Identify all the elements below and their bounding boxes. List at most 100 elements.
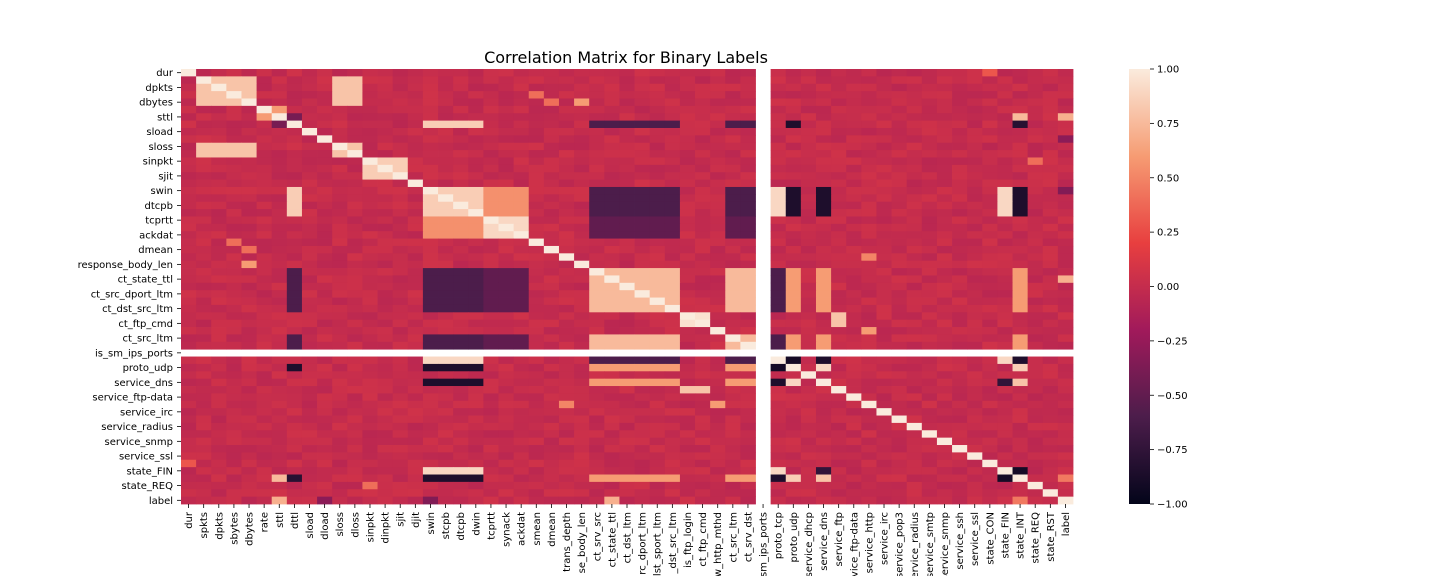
heatmap-cell [831,268,847,276]
heatmap-cell [468,363,484,372]
heatmap-cell [1057,142,1074,151]
heatmap-cell [181,150,197,158]
x-tick-label: label [1061,512,1072,536]
heatmap-cell [604,312,620,321]
heatmap-cell [483,356,499,365]
heatmap-cell [876,282,892,291]
heatmap-cell [936,386,953,394]
heatmap-cell [710,186,726,195]
heatmap-cell [695,400,711,409]
heatmap-cell [392,164,409,173]
heatmap-cell [574,201,590,210]
heatmap-cell [846,98,862,107]
heatmap-cell [438,209,454,217]
heatmap-cell [921,437,938,446]
heatmap-cell [664,422,681,431]
heatmap-cell [1057,452,1074,461]
heatmap-cell [286,319,303,328]
heatmap-cell [196,223,212,232]
heatmap-cell [271,253,288,262]
heatmap-cell [407,209,424,217]
heatmap-cell [815,474,832,483]
heatmap-cell [846,356,862,365]
heatmap-cell [422,422,439,431]
heatmap-cell [679,430,696,439]
heatmap-cell [438,194,454,203]
heatmap-cell [589,327,605,335]
heatmap-cell [876,312,892,321]
heatmap-cell [226,120,242,129]
heatmap-cell [695,91,711,99]
heatmap-cell [952,363,968,372]
heatmap-cell [256,467,273,475]
heatmap-cell [921,135,938,144]
heatmap-cell [513,400,530,409]
heatmap-cell [967,201,983,210]
heatmap-cell [936,474,953,483]
heatmap-cell [846,282,862,291]
heatmap-cell [256,150,273,158]
heatmap-cell [906,172,923,180]
heatmap-cell [317,245,333,254]
heatmap-cell [936,275,953,284]
heatmap-cell [196,179,212,188]
heatmap-cell [286,452,303,461]
heatmap-cell [815,98,832,107]
heatmap-cell [1012,216,1029,225]
heatmap-cell [785,363,802,372]
heatmap-cell [407,179,424,188]
heatmap-cell [982,105,998,114]
heatmap-cell [982,216,998,225]
heatmap-cell [604,304,620,313]
heatmap-cell [528,105,545,114]
heatmap-cell [377,474,394,483]
heatmap-cell [1042,400,1059,409]
heatmap-cell [876,408,892,416]
heatmap-cell [710,319,726,328]
heatmap-cell [967,467,983,475]
heatmap-cell [347,120,363,129]
heatmap-cell [831,363,847,372]
heatmap-cell [407,282,424,291]
heatmap-cell [181,378,197,387]
heatmap-cell [1042,408,1059,416]
heatmap-cell [589,275,605,284]
heatmap-cell [211,113,227,122]
heatmap-cell [483,105,499,114]
heatmap-cell [377,209,394,217]
heatmap-cell [1012,245,1029,254]
heatmap-cell [241,142,257,151]
heatmap-cell [1042,290,1059,298]
heatmap-cell [317,186,333,195]
heatmap-cell [982,481,998,490]
heatmap-cell [558,430,575,439]
heatmap-cell [1027,290,1044,298]
heatmap-cell [982,334,998,343]
heatmap-cell [453,260,469,269]
heatmap-cell [785,334,802,343]
heatmap-cell [453,223,469,232]
heatmap-cell [936,319,953,328]
heatmap-cell [710,76,726,85]
heatmap-cell [634,186,651,195]
x-tick-label: service_snmp [940,512,951,576]
heatmap-cell [604,245,620,254]
heatmap-cell [317,356,333,365]
heatmap-cell [785,164,802,173]
x-tick-label: rate [260,512,271,532]
heatmap-cell [301,378,318,387]
heatmap-cell [710,91,726,99]
heatmap-cell [332,105,348,114]
heatmap-cell [604,297,620,306]
heatmap-cell [906,268,923,276]
heatmap-cell [181,268,197,276]
heatmap-cell [982,76,998,85]
heatmap-cell [453,216,469,225]
heatmap-cell [468,76,484,85]
heatmap-cell [785,113,802,122]
heatmap-cell [952,157,968,166]
heatmap-cell [1057,83,1074,92]
heatmap-cell [967,179,983,188]
heatmap-cell [952,150,968,158]
heatmap-cell [604,437,620,446]
